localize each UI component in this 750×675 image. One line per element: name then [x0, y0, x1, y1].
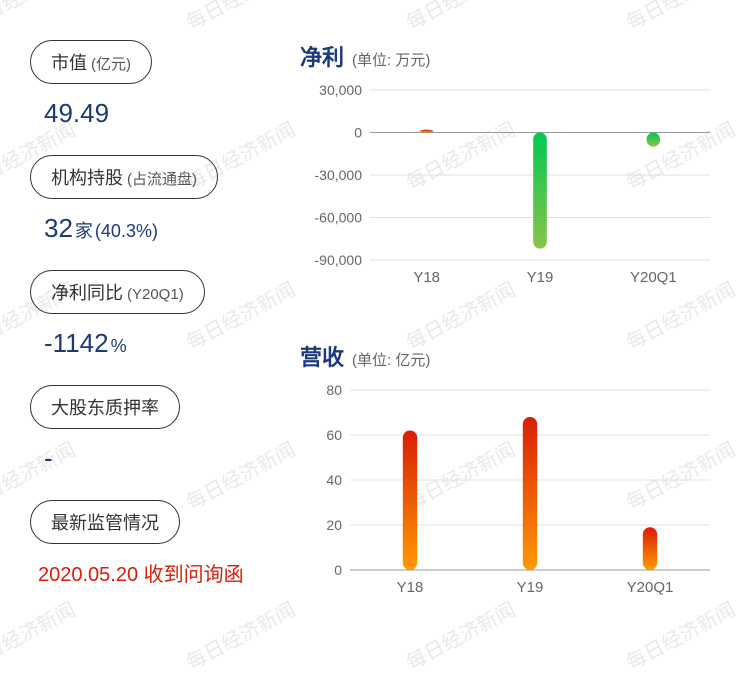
stat-value: -1142%	[44, 328, 290, 359]
stat-label: 最新监管情况	[51, 513, 159, 533]
net-profit-chart: 净利(单位: 万元) -90,000 -60,000 -30,000 0 30,000 Y…	[300, 40, 730, 320]
stat-inst-holding: 机构持股(占流通盘) 32家(40.3%)	[30, 155, 290, 244]
svg-text:Y18: Y18	[413, 269, 440, 286]
svg-text:Y20Q1: Y20Q1	[630, 269, 677, 286]
stat-regulatory: 最新监管情况 2020.05.20 收到问询函	[30, 500, 290, 587]
svg-text:Y19: Y19	[517, 579, 544, 596]
stat-pill: 最新监管情况	[30, 500, 180, 544]
svg-text:40: 40	[326, 472, 342, 488]
svg-text:80: 80	[326, 382, 342, 398]
charts-panel: 净利(单位: 万元) -90,000 -60,000 -30,000 0 30,000 Y…	[290, 40, 730, 620]
revenue-chart: 营收(单位: 亿元) 0 20 40 60 80 Y18 Y19 Y20Q1	[300, 340, 730, 620]
stat-sub: (Y20Q1)	[127, 286, 184, 303]
stat-sub: (占流通盘)	[127, 171, 197, 188]
chart-svg: 0 20 40 60 80 Y18 Y19 Y20Q1	[300, 380, 720, 600]
svg-text:20: 20	[326, 517, 342, 533]
svg-text:-60,000: -60,000	[315, 210, 363, 226]
stat-market-cap: 市值(亿元) 49.49	[30, 40, 290, 129]
stat-label: 大股东质押率	[51, 398, 159, 418]
stat-sub: (亿元)	[91, 56, 131, 73]
chart-title: 营收(单位: 亿元)	[300, 340, 730, 372]
svg-text:0: 0	[334, 562, 342, 578]
chart-unit: (单位: 亿元)	[352, 352, 430, 369]
stat-value: 2020.05.20 收到问询函	[38, 558, 290, 587]
stat-value: -	[44, 443, 290, 474]
chart-title: 净利(单位: 万元)	[300, 40, 730, 72]
chart-unit: (单位: 万元)	[352, 52, 430, 69]
stat-label: 市值	[51, 53, 87, 73]
svg-text:Y18: Y18	[397, 579, 424, 596]
stat-label: 净利同比	[51, 283, 123, 303]
svg-text:Y19: Y19	[527, 269, 554, 286]
stat-label: 机构持股	[51, 168, 123, 188]
stat-pill: 市值(亿元)	[30, 40, 152, 84]
svg-text:-90,000: -90,000	[315, 252, 363, 268]
stat-pill: 净利同比(Y20Q1)	[30, 270, 205, 314]
svg-text:30,000: 30,000	[319, 82, 362, 98]
svg-text:0: 0	[354, 125, 362, 141]
stat-pill: 大股东质押率	[30, 385, 180, 429]
svg-text:-30,000: -30,000	[315, 167, 363, 183]
chart-svg: -90,000 -60,000 -30,000 0 30,000 Y18 Y19 Y20Q1	[300, 80, 720, 300]
svg-text:60: 60	[326, 427, 342, 443]
svg-text:Y20Q1: Y20Q1	[627, 579, 674, 596]
stat-value: 32家(40.3%)	[44, 213, 290, 244]
stat-value: 49.49	[44, 98, 290, 129]
stat-pledge-ratio: 大股东质押率 -	[30, 385, 290, 474]
stat-net-profit-yoy: 净利同比(Y20Q1) -1142%	[30, 270, 290, 359]
stats-panel: 市值(亿元) 49.49 机构持股(占流通盘) 32家(40.3%) 净利同比(…	[30, 40, 290, 620]
stat-pill: 机构持股(占流通盘)	[30, 155, 218, 199]
